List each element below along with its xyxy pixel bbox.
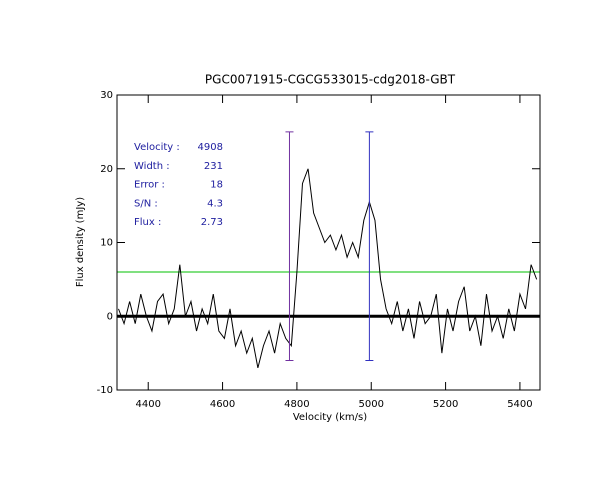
y-tick-label: 0 xyxy=(107,311,113,322)
spectrum-line xyxy=(118,168,538,369)
y-axis-label: Flux density (mJy) xyxy=(75,197,86,287)
y-tick-label: 20 xyxy=(100,164,113,175)
annotation-label: Velocity : xyxy=(134,142,180,153)
annotation-value: 231 xyxy=(204,161,223,172)
x-tick-label: 4800 xyxy=(284,399,309,410)
annotation-label: Error : xyxy=(134,180,165,191)
annotation-label: S/N : xyxy=(134,198,158,209)
x-axis-label: Velocity (km/s) xyxy=(293,412,367,423)
y-tick-label: 30 xyxy=(100,90,113,101)
annotation-value: 2.73 xyxy=(201,217,223,228)
x-tick-label: 5200 xyxy=(433,399,458,410)
annotation-label: Width : xyxy=(134,161,170,172)
y-tick-label: -10 xyxy=(97,385,113,396)
annotation-value: 18 xyxy=(210,180,223,191)
x-tick-label: 4600 xyxy=(210,399,235,410)
y-tick-label: 10 xyxy=(100,238,113,249)
annotation-label: Flux : xyxy=(134,217,161,228)
annotation-value: 4.3 xyxy=(207,198,223,209)
x-tick-label: 4400 xyxy=(135,399,160,410)
x-tick-label: 5400 xyxy=(507,399,532,410)
x-tick-label: 5000 xyxy=(359,399,384,410)
plot-frame xyxy=(116,94,541,391)
chart-title: PGC0071915-CGCG533015-cdg2018-GBT xyxy=(205,73,456,87)
annotation-value: 4908 xyxy=(198,142,223,153)
